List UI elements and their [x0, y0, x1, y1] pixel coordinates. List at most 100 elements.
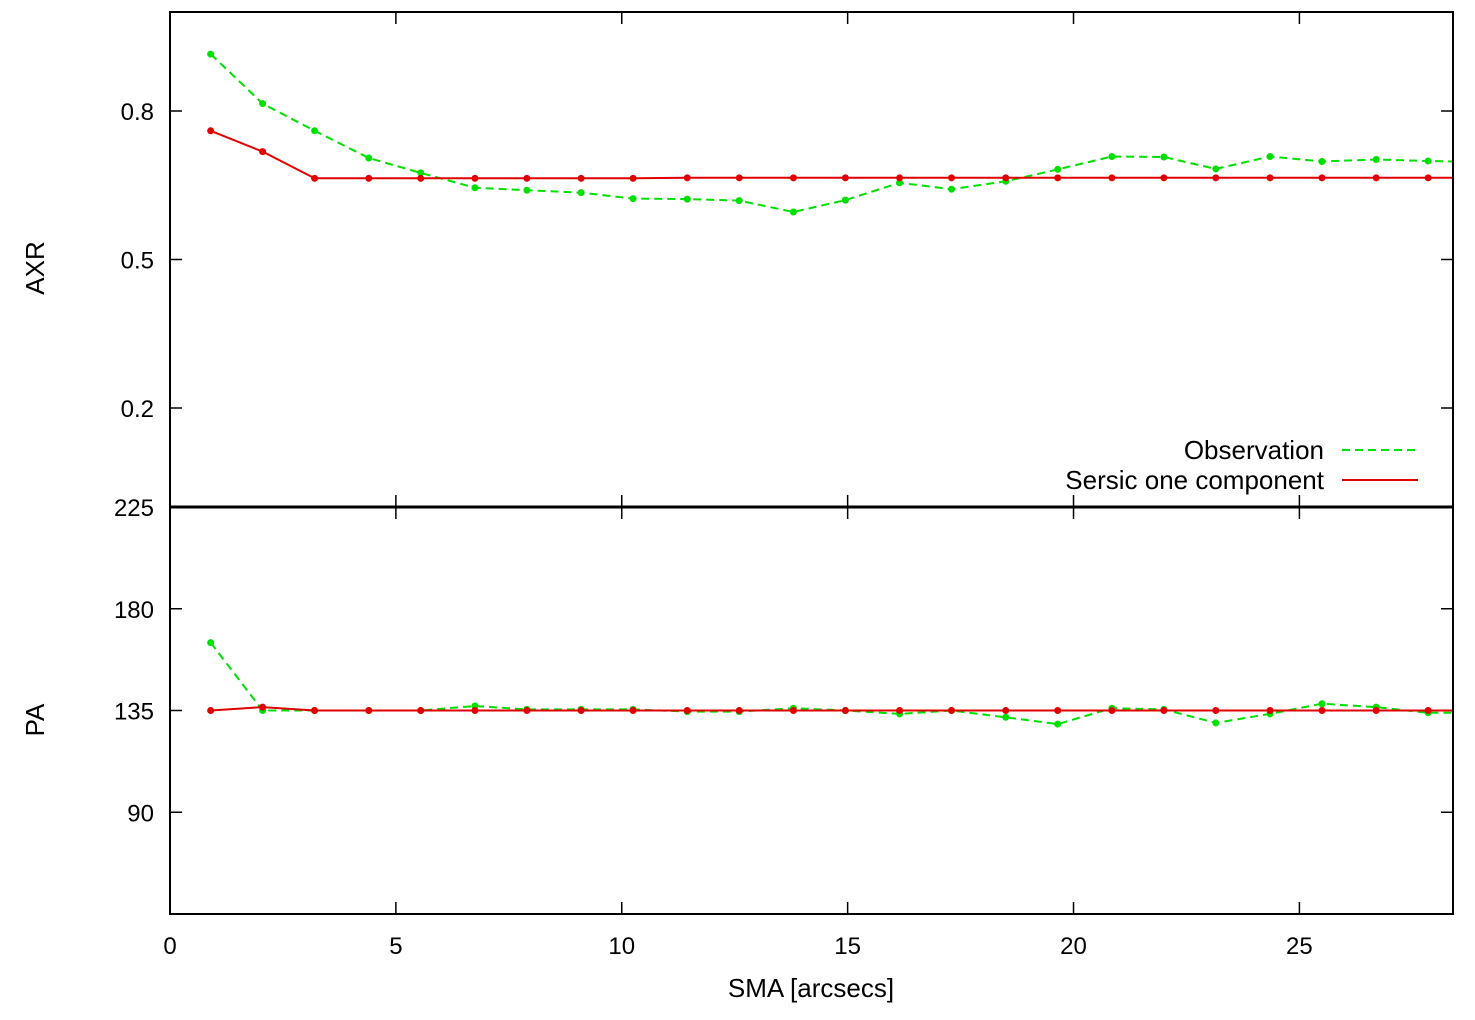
data-point-observation — [948, 185, 956, 193]
legend-label: Sersic one component — [1065, 465, 1324, 495]
data-point-sersic — [1054, 707, 1062, 714]
data-point-sersic — [629, 174, 637, 182]
data-point-observation — [735, 197, 743, 205]
data-point-observation — [896, 179, 904, 187]
data-point-sersic — [735, 707, 743, 714]
data-point-sersic — [896, 707, 904, 714]
data-point-observation — [1266, 153, 1274, 161]
data-point-observation — [259, 100, 267, 108]
data-point-sersic — [896, 174, 904, 182]
y-tick-label: 0.8 — [121, 99, 154, 126]
data-point-sersic — [471, 174, 479, 182]
data-point-observation — [1002, 713, 1010, 721]
data-point-observation — [577, 189, 585, 197]
x-tick-label: 10 — [608, 933, 635, 960]
series-line-sersic — [210, 129, 1453, 180]
data-point-observation — [1054, 720, 1062, 728]
x-tick-label: 20 — [1060, 933, 1087, 960]
data-point-observation — [841, 196, 849, 204]
data-point-sersic — [1424, 707, 1432, 714]
y-tick-label: 225 — [114, 495, 154, 522]
data-point-sersic — [417, 174, 425, 182]
data-point-sersic — [577, 174, 585, 182]
data-point-sersic — [1372, 174, 1380, 182]
data-point-sersic — [523, 174, 531, 182]
data-point-observation — [523, 186, 531, 194]
y-tick-label: 135 — [114, 699, 154, 726]
data-point-sersic — [523, 707, 531, 714]
data-point-observation — [1054, 165, 1062, 173]
data-point-sersic — [1212, 707, 1220, 714]
x-tick-label: 25 — [1286, 933, 1313, 960]
data-point-sersic — [1002, 174, 1010, 182]
legend-label: Observation — [1184, 435, 1324, 465]
data-point-sersic — [207, 707, 215, 714]
data-point-sersic — [1266, 174, 1274, 182]
x-axis-title: SMA [arcsecs] — [728, 973, 894, 1003]
data-point-sersic — [471, 707, 479, 714]
data-point-sersic — [311, 174, 319, 182]
y-tick-label: 0.2 — [121, 396, 154, 423]
data-point-sersic — [789, 174, 797, 182]
panel-bottom: 90 135 180 225 PA — [20, 495, 1454, 915]
data-point-observation — [417, 169, 425, 177]
panel-top: 0.2 0.5 0.8 AXR — [20, 11, 1454, 508]
x-tick-label: 0 — [163, 933, 176, 960]
data-point-sersic — [841, 174, 849, 182]
data-point-observation — [629, 195, 637, 203]
data-point-sersic — [1266, 707, 1274, 714]
data-point-sersic — [259, 148, 267, 156]
series-line-observation — [209, 642, 1453, 726]
data-point-sersic — [1212, 174, 1220, 182]
data-point-observation — [1108, 153, 1116, 161]
data-point-observation — [207, 639, 215, 647]
data-point-sersic — [1424, 174, 1432, 182]
data-point-sersic — [1108, 707, 1116, 714]
data-point-observation — [471, 184, 479, 192]
data-point-sersic — [259, 703, 267, 711]
series-line-observation — [210, 53, 1454, 214]
data-point-sersic — [577, 707, 585, 714]
y-tick-label: 0.5 — [121, 248, 154, 275]
data-point-observation — [1212, 165, 1220, 173]
data-point-observation — [1160, 153, 1168, 161]
data-point-sersic — [1002, 707, 1010, 714]
data-point-sersic — [417, 707, 425, 714]
data-point-sersic — [1318, 707, 1326, 714]
data-point-sersic — [311, 707, 319, 714]
data-point-observation — [683, 195, 691, 203]
data-point-sersic — [735, 174, 743, 182]
data-point-sersic — [948, 707, 956, 714]
data-point-sersic — [1372, 707, 1380, 714]
data-point-observation — [1318, 700, 1326, 708]
data-point-observation — [365, 154, 373, 162]
data-point-sersic — [1160, 707, 1168, 714]
data-point-sersic — [1318, 174, 1326, 182]
data-point-sersic — [948, 174, 956, 182]
data-point-sersic — [365, 707, 373, 714]
data-point-observation — [1212, 719, 1220, 727]
data-point-sersic — [1160, 174, 1168, 182]
plot-frame — [169, 11, 1454, 508]
data-point-sersic — [207, 127, 215, 135]
data-point-sersic — [841, 707, 849, 714]
x-tick-label: 5 — [389, 933, 402, 960]
x-tick-label: 15 — [834, 933, 861, 960]
data-point-observation — [1372, 156, 1380, 164]
data-point-observation — [1318, 157, 1326, 165]
data-point-sersic — [1054, 174, 1062, 182]
y-tick-label: 180 — [114, 597, 154, 624]
data-point-observation — [789, 208, 797, 216]
y-axis-title: AXR — [20, 241, 50, 294]
data-point-observation — [311, 127, 319, 135]
data-point-sersic — [1108, 174, 1116, 182]
data-point-observation — [207, 50, 215, 58]
data-point-sersic — [683, 707, 691, 714]
y-tick-label: 90 — [127, 800, 154, 827]
data-point-sersic — [365, 174, 373, 182]
data-point-sersic — [789, 707, 797, 714]
data-point-sersic — [629, 707, 637, 714]
